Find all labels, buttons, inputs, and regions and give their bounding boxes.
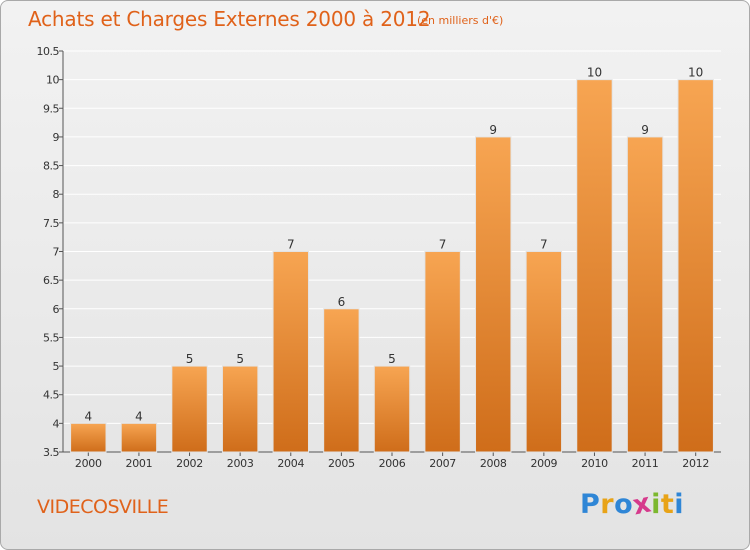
- data-label-2005: 6: [338, 295, 346, 309]
- y-tick-label: 6.5: [43, 274, 59, 287]
- bar-2011: [626, 136, 664, 453]
- bar-2006: [373, 365, 411, 453]
- data-label-2009: 7: [540, 238, 548, 252]
- y-tick-label: 5: [53, 360, 60, 373]
- bar-2008: [475, 136, 512, 453]
- x-tick-label-2009: 2009: [530, 457, 557, 470]
- y-tick-label: 9.5: [43, 102, 59, 115]
- x-tick-label-2003: 2003: [227, 457, 254, 470]
- logo-letter: t: [660, 489, 675, 520]
- data-label-2010: 10: [587, 66, 602, 80]
- chart-title: Achats et Charges Externes 2000 à 2012: [28, 7, 431, 31]
- data-label-2012: 10: [688, 66, 703, 80]
- bar-2010: [576, 79, 613, 453]
- y-tick-label: 9: [53, 131, 60, 144]
- bar-2000: [70, 422, 107, 453]
- y-tick-label: 8: [53, 188, 60, 201]
- logo-letter: r: [600, 489, 615, 520]
- logo-letter: i: [674, 489, 685, 520]
- y-tick-label: 4: [53, 417, 60, 430]
- logo-letter: P: [580, 489, 601, 520]
- commune-name: VIDECOSVILLE: [37, 496, 169, 518]
- x-tick-label-2000: 2000: [75, 457, 102, 470]
- data-labels: 4 4 5 5 7 6 5 7 9 7 10 9 10: [84, 66, 703, 424]
- bar-2007: [424, 251, 461, 453]
- y-tick-label: 10: [46, 74, 59, 87]
- y-tick-label: 10.5: [37, 45, 60, 58]
- chart-unit-label: (en milliers d'€): [417, 14, 504, 27]
- bar-2001: [120, 422, 158, 453]
- bar-2002: [171, 365, 208, 453]
- data-label-2002: 5: [186, 352, 194, 366]
- y-tick-label: 3.5: [43, 446, 59, 459]
- bar-2004: [272, 251, 309, 453]
- bar-2003: [221, 365, 259, 453]
- data-label-2007: 7: [439, 238, 447, 252]
- x-tick-label-2012: 2012: [682, 457, 709, 470]
- x-tick-label-2002: 2002: [176, 457, 203, 470]
- x-tick-label-2007: 2007: [429, 457, 456, 470]
- y-tick-label: 8.5: [43, 160, 59, 173]
- y-tick-label: 7: [53, 246, 60, 259]
- y-tick-label: 7.5: [43, 217, 59, 230]
- data-label-2000: 4: [84, 409, 92, 423]
- y-tick-label: 5.5: [43, 331, 59, 344]
- x-tick-label-2001: 2001: [126, 457, 153, 470]
- bar-2005: [323, 308, 360, 453]
- x-tick-label-2010: 2010: [581, 457, 608, 470]
- data-label-2003: 5: [236, 352, 244, 366]
- bar-2012: [677, 79, 714, 453]
- data-label-2006: 5: [388, 352, 396, 366]
- y-tick-label: 4.5: [43, 389, 59, 402]
- bars: [70, 79, 714, 453]
- x-tick-label-2006: 2006: [379, 457, 406, 470]
- proxiti-logo[interactable]: Proxiti: [580, 487, 685, 521]
- data-label-2001: 4: [135, 409, 143, 423]
- data-label-2008: 9: [489, 123, 497, 137]
- logo-letter: i: [651, 489, 661, 520]
- x-tick-label-2005: 2005: [328, 457, 355, 470]
- data-label-2011: 9: [641, 123, 649, 137]
- x-tick-label-2008: 2008: [480, 457, 507, 470]
- x-tick-label-2011: 2011: [632, 457, 659, 470]
- x-axis-ticks: 2000 2001 2002 2003 2004 2005 2006 2007 2008 2009…: [75, 457, 709, 470]
- y-axis-ticks: 3.5 4 4.5 5 5.5 6 6.5 7 7.5 8 8.5 9 9.5 10 10.5: [37, 45, 61, 459]
- x-tick-label-2004: 2004: [277, 457, 304, 470]
- logo-letter: o: [614, 489, 634, 520]
- bar-2009: [525, 251, 563, 453]
- data-label-2004: 7: [287, 238, 295, 252]
- y-tick-label: 6: [53, 303, 60, 316]
